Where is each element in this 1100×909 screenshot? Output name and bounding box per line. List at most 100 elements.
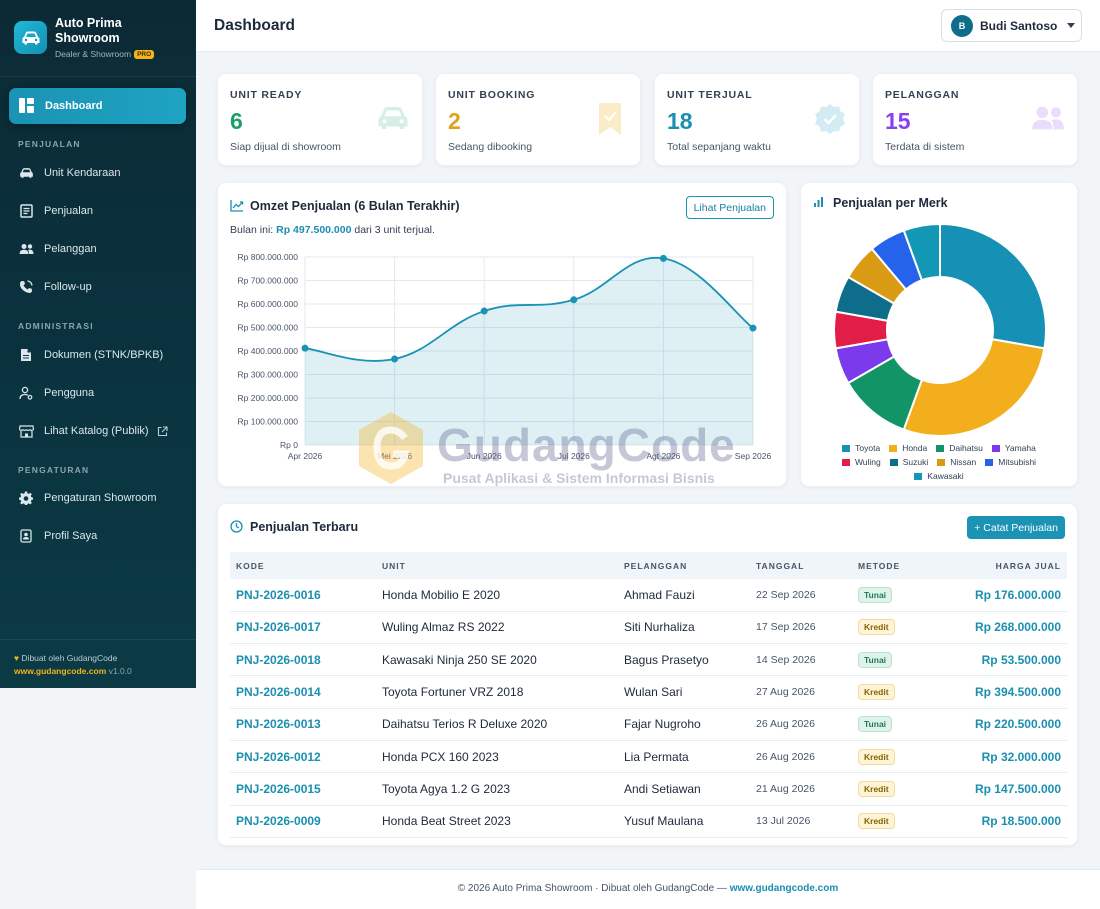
lihat-penjualan-button[interactable]: Lihat Penjualan	[685, 196, 774, 219]
car-icon	[376, 104, 410, 136]
legend-label: Suzuki	[902, 457, 929, 467]
trend-up-icon	[230, 199, 244, 213]
row-kode-link[interactable]: PNJ-2026-0014	[230, 675, 376, 709]
y-tick-label: Rp 700.000.000	[238, 276, 299, 286]
row-harga: Rp 32.000.000	[942, 740, 1067, 774]
sidebar-item-pelanggan[interactable]: Pelanggan	[18, 239, 188, 259]
donut-slice[interactable]	[902, 338, 1046, 437]
avatar: B	[951, 14, 973, 37]
sidebar-item-pengaturan-showroom[interactable]: Pengaturan Showroom	[18, 488, 188, 508]
recent-sales-header: Penjualan Terbaru	[230, 520, 358, 534]
row-pelanggan: Ahmad Fauzi	[618, 579, 750, 612]
row-tanggal: 14 Sep 2026	[750, 643, 852, 677]
sidebar-item-penjualan[interactable]: Penjualan	[18, 201, 188, 221]
section-pengaturan: PENGATURAN	[18, 465, 90, 475]
donut-slice[interactable]	[902, 222, 941, 282]
row-kode-link[interactable]: PNJ-2026-0013	[230, 708, 376, 741]
table-row[interactable]: PNJ-2026-0018 Kawasaki Ninja 250 SE 2020 B…	[230, 643, 1067, 677]
status-badge: Kredit	[858, 748, 895, 765]
sales-chart-header: Omzet Penjualan (6 Bulan Terakhir)	[230, 199, 460, 213]
sidebar-item-label: Penjualan	[44, 205, 93, 217]
subtitle-value: Rp 497.500.000	[276, 224, 352, 236]
y-tick-label: Rp 300.000.000	[238, 370, 299, 380]
catat-penjualan-button[interactable]: + Catat Penjualan	[967, 516, 1065, 539]
row-kode-link[interactable]: PNJ-2026-0016	[230, 579, 376, 612]
row-pelanggan: Andi Setiawan	[618, 772, 750, 806]
data-point	[749, 324, 757, 332]
table-row[interactable]: PNJ-2026-0017 Wuling Almaz RS 2022 Siti Nu…	[230, 611, 1067, 645]
pro-badge: PRO	[134, 49, 155, 59]
sidebar-footer-link[interactable]: www.gudangcode.com	[14, 666, 107, 676]
footer-link[interactable]: www.gudangcode.com	[729, 883, 839, 894]
y-tick-label: Rp 600.000.000	[238, 299, 299, 309]
row-metode: Kredit	[852, 675, 942, 709]
legend-item[interactable]: Kawasaki	[914, 471, 964, 481]
sidebar-item-pengguna[interactable]: Pengguna	[18, 383, 188, 403]
row-metode: Kredit	[852, 772, 942, 806]
row-kode-link[interactable]: PNJ-2026-0009	[230, 805, 376, 838]
stat-value: 6	[230, 108, 243, 134]
row-kode-link[interactable]: PNJ-2026-0017	[230, 611, 376, 645]
brand-subtitle: Dealer & Showroom	[55, 49, 132, 59]
table-row[interactable]: PNJ-2026-0012 Honda PCX 160 2023 Lia Perma…	[230, 740, 1067, 774]
stat-value: 15	[885, 108, 911, 134]
legend-label: Wuling	[854, 457, 881, 467]
sidebar-item-dokumen[interactable]: Dokumen (STNK/BPKB)	[18, 345, 188, 365]
chevron-down-icon	[1067, 23, 1076, 28]
donut-slice[interactable]	[939, 222, 1047, 350]
heart-icon: ♥	[14, 653, 20, 663]
legend-label: Yamaha	[1004, 443, 1036, 453]
sidebar-item-label: Unit Kendaraan	[44, 167, 121, 179]
user-menu-button[interactable]: B Budi Santoso	[941, 9, 1082, 42]
legend-label: Nissan	[950, 457, 977, 467]
page-footer: © 2026 Auto Prima Showroom · Dibuat oleh…	[196, 869, 1100, 909]
row-kode-link[interactable]: PNJ-2026-0015	[230, 772, 376, 806]
user-gear-icon	[18, 385, 34, 401]
table-row[interactable]: PNJ-2026-0013 Daihatsu Terios R Deluxe 20…	[230, 708, 1067, 741]
row-tanggal: 22 Sep 2026	[750, 579, 852, 612]
sales-line-chart: Rp 0 Rp 100.000.000 Rp 200.000.000 Rp 300.0…	[238, 252, 772, 461]
stat-value: 18	[667, 108, 693, 134]
row-kode-link[interactable]: PNJ-2026-0018	[230, 643, 376, 677]
row-pelanggan: Siti Nurhaliza	[618, 611, 750, 645]
row-harga: Rp 220.500.000	[942, 708, 1067, 741]
row-metode: Kredit	[852, 805, 942, 838]
sidebar-item-unit[interactable]: Unit Kendaraan	[18, 163, 188, 183]
legend-item[interactable]: Toyota	[842, 443, 880, 453]
data-point	[480, 307, 488, 315]
legend-swatch	[842, 444, 851, 452]
section-penjualan: PENJUALAN	[18, 139, 81, 149]
row-unit: Daihatsu Terios R Deluxe 2020	[376, 708, 618, 741]
legend-item[interactable]: Honda	[889, 443, 927, 453]
legend-item[interactable]: Wuling	[841, 457, 881, 467]
legend-swatch	[889, 458, 898, 466]
row-tanggal: 27 Aug 2026	[750, 675, 852, 709]
legend-item[interactable]: Mitsubishi	[985, 457, 1036, 467]
legend-item[interactable]: Suzuki	[889, 457, 929, 467]
sidebar-footer-credit: Dibuat oleh GudangCode	[21, 653, 118, 663]
sidebar-item-dashboard[interactable]: Dashboard	[9, 88, 186, 124]
sidebar-item-label: Profil Saya	[44, 530, 98, 542]
legend-item[interactable]: Yamaha	[991, 443, 1036, 453]
table-row[interactable]: PNJ-2026-0014 Toyota Fortuner VRZ 2018 Wul…	[230, 675, 1067, 709]
sidebar-item-katalog[interactable]: Lihat Katalog (Publik)	[18, 421, 188, 441]
y-tick-label: Rp 500.000.000	[238, 323, 299, 333]
table-row[interactable]: PNJ-2026-0015 Toyota Agya 1.2 G 2023 Andi …	[230, 772, 1067, 806]
row-pelanggan: Wulan Sari	[618, 675, 750, 709]
x-tick-label: Agt 2026	[646, 451, 680, 461]
table-row[interactable]: PNJ-2026-0016 Honda Mobilio E 2020 Ahmad F…	[230, 579, 1067, 612]
sidebar-item-profil[interactable]: Profil Saya	[18, 526, 188, 546]
sidebar-item-followup[interactable]: Follow-up	[18, 277, 188, 297]
col-tanggal: TANGGAL	[756, 560, 805, 571]
series-line	[304, 256, 754, 362]
sidebar: Auto Prima Showroom Dealer & Showroom PRO…	[0, 0, 196, 688]
legend-item[interactable]: Nissan	[937, 457, 976, 467]
stat-value: 2	[448, 108, 461, 134]
sales-subtitle: Bulan ini: Rp 497.500.000 dari 3 unit te…	[230, 224, 435, 236]
legend-item[interactable]: Daihatsu	[936, 443, 983, 453]
brand[interactable]: Auto Prima Showroom Dealer & Showroom PRO	[0, 0, 196, 77]
row-kode-link[interactable]: PNJ-2026-0012	[230, 740, 376, 774]
table-row[interactable]: PNJ-2026-0009 Honda Beat Street 2023 Yusuf…	[230, 805, 1067, 838]
row-unit: Honda Beat Street 2023	[376, 805, 618, 838]
stat-label: UNIT BOOKING	[448, 89, 536, 101]
